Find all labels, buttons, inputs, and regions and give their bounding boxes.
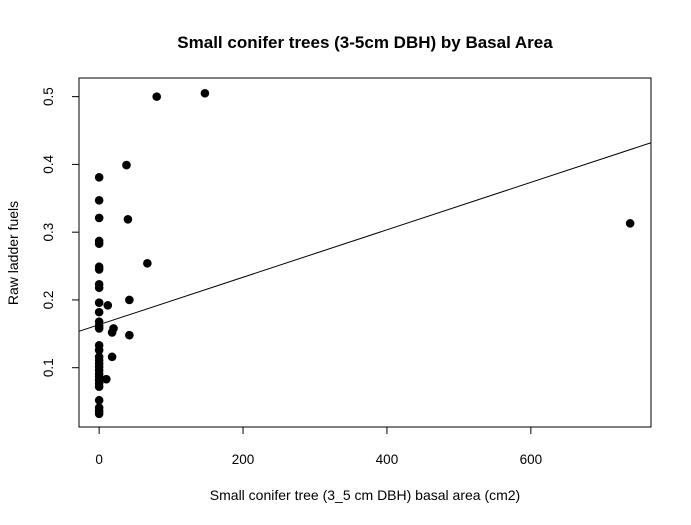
fit-line [78,142,652,332]
data-point [109,324,118,333]
data-point [94,213,104,223]
data-point [103,301,113,310]
data-points [94,88,635,419]
data-point [94,324,104,333]
regression-line [78,142,652,332]
y-tick-label: 0.2 [41,291,56,310]
data-point [94,345,104,355]
data-point [102,374,111,384]
data-point [125,295,134,305]
x-tick-label: 0 [95,452,103,467]
y-tick-label: 0.5 [41,87,56,106]
data-point [625,219,635,228]
data-point [200,88,210,98]
data-point [122,160,131,170]
x-axis: 0 200 400 600 [95,426,543,467]
y-axis-label: Raw ladder fuels [5,201,21,305]
chart-title: Small conifer trees (3-5cm DBH) by Basal… [177,33,553,52]
y-tick-label: 0.1 [41,358,56,377]
x-tick-label: 400 [376,452,399,467]
data-point [94,265,104,274]
data-point [94,196,104,205]
data-point [125,330,134,340]
x-tick-label: 600 [520,452,543,467]
data-point [94,298,104,307]
data-point [94,283,104,293]
data-point [152,92,162,101]
y-tick-label: 0.4 [41,155,56,174]
data-point [94,409,104,419]
y-axis: 0.1 0.2 0.3 0.4 0.5 [41,87,80,377]
data-point [94,239,104,248]
x-tick-label: 200 [232,452,255,467]
data-point [94,382,104,391]
data-point [94,307,104,317]
x-axis-label: Small conifer tree (3_5 cm DBH) basal ar… [210,487,520,503]
data-point [107,352,117,362]
data-point [94,395,104,405]
data-point [143,259,152,268]
data-point [123,214,133,224]
data-point [94,172,104,182]
plot-frame [78,77,652,428]
y-tick-label: 0.3 [41,223,56,242]
